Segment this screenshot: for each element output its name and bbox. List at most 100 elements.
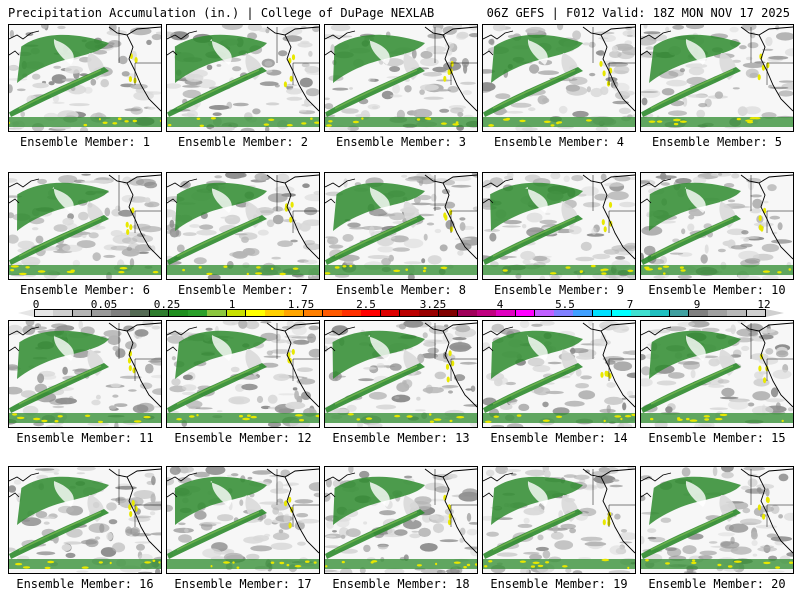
colorbar-tick-label: 7 <box>626 298 634 311</box>
colorbar-segment <box>515 309 536 317</box>
colorbar-segment <box>168 309 189 317</box>
ensemble-member-label: Ensemble Member: 14 <box>490 431 628 445</box>
ensemble-member-label: Ensemble Member: 2 <box>177 135 309 149</box>
ensemble-member-label: Ensemble Member: 17 <box>174 577 312 591</box>
colorbar-segment <box>284 309 305 317</box>
ensemble-map-panel <box>482 320 636 428</box>
ensemble-member-label: Ensemble Member: 1 <box>19 135 151 149</box>
colorbar-segment <box>746 309 767 317</box>
colorbar-segment <box>573 309 594 317</box>
colorbar-tick-label: 5.5 <box>555 298 575 311</box>
precip-map <box>9 173 161 279</box>
ensemble-map-panel <box>166 172 320 280</box>
colorbar-segment <box>188 309 208 317</box>
ensemble-member-label: Ensemble Member: 7 <box>177 283 309 297</box>
ensemble-map-panel <box>324 320 478 428</box>
ensemble-map-panel <box>640 466 794 574</box>
colorbar-segment <box>226 309 247 317</box>
colorbar-segment <box>708 309 728 317</box>
precip-map <box>167 321 319 427</box>
ensemble-member-label: Ensemble Member: 9 <box>493 283 625 297</box>
ensemble-map-panel <box>324 466 478 574</box>
colorbar-tick-label: 0 <box>32 298 40 311</box>
colorbar-segment <box>91 309 112 317</box>
colorbar-tick-label: 1.75 <box>287 298 315 311</box>
colorbar-segment <box>245 309 266 317</box>
ensemble-member-label: Ensemble Member: 11 <box>16 431 154 445</box>
header-title-left: Precipitation Accumulation (in.) | Colle… <box>8 6 435 20</box>
precip-map <box>167 467 319 573</box>
ensemble-member-label: Ensemble Member: 10 <box>648 283 786 297</box>
colorbar-tick-label: 4 <box>496 298 504 311</box>
colorbar-segment <box>534 309 555 317</box>
colorbar-segment <box>631 309 651 317</box>
ensemble-map-panel <box>8 172 162 280</box>
ensemble-member-label: Ensemble Member: 5 <box>651 135 783 149</box>
colorbar-segment <box>342 309 362 317</box>
colorbar-segment <box>361 309 382 317</box>
colorbar-segment <box>111 309 131 317</box>
colorbar-segment <box>322 309 343 317</box>
colorbar-segment <box>380 309 401 317</box>
colorbar-segment <box>419 309 439 317</box>
colorbar-segment <box>669 309 690 317</box>
ensemble-map-panel <box>640 320 794 428</box>
precip-map <box>483 321 635 427</box>
ensemble-member-label: Ensemble Member: 8 <box>335 283 467 297</box>
colorbar-tick-labels: 0 0.05 0.25 1 1.75 2.5 3.25 4 5.5 7 9 12 <box>0 298 800 311</box>
ensemble-map-panel <box>166 320 320 428</box>
ensemble-map-panel <box>482 466 636 574</box>
ensemble-map-panel <box>640 24 794 132</box>
colorbar-segment <box>727 309 748 317</box>
colorbar-segment <box>496 309 517 317</box>
ensemble-map-panel <box>482 172 636 280</box>
precip-map <box>325 173 477 279</box>
ensemble-map-panel <box>324 172 478 280</box>
ensemble-member-label: Ensemble Member: 20 <box>648 577 786 591</box>
ensemble-member-label: Ensemble Member: 15 <box>648 431 786 445</box>
colorbar-tick-label: 12 <box>757 298 771 311</box>
ensemble-map-panel <box>482 24 636 132</box>
colorbar-tick-label: 0.05 <box>90 298 118 311</box>
precip-map <box>483 467 635 573</box>
precip-map <box>641 467 793 573</box>
ensemble-map-panel <box>166 24 320 132</box>
colorbar-segment <box>149 309 170 317</box>
ensemble-member-label: Ensemble Member: 4 <box>493 135 625 149</box>
colorbar-segment <box>650 309 671 317</box>
colorbar-tick-label: 0.25 <box>153 298 181 311</box>
colorbar-segment <box>438 309 459 317</box>
precip-map <box>483 25 635 131</box>
precip-map <box>9 467 161 573</box>
precip-map <box>483 173 635 279</box>
colorbar-left-arrow <box>18 309 34 317</box>
colorbar-segment <box>130 309 151 317</box>
ensemble-member-label: Ensemble Member: 3 <box>335 135 467 149</box>
colorbar-segment <box>53 309 73 317</box>
colorbar-segment <box>554 309 574 317</box>
precip-map <box>167 173 319 279</box>
colorbar-segment <box>592 309 613 317</box>
colorbar-segment <box>611 309 632 317</box>
colorbar-right-arrow <box>766 309 784 317</box>
ensemble-map-panel <box>8 320 162 428</box>
precip-map <box>167 25 319 131</box>
ensemble-map-panel <box>8 466 162 574</box>
precip-map <box>9 321 161 427</box>
header-title-right: 06Z GEFS | F012 Valid: 18Z MON NOV 17 20… <box>486 6 790 20</box>
colorbar-segment <box>303 309 324 317</box>
colorbar-tick-label: 9 <box>693 298 701 311</box>
ensemble-member-label: Ensemble Member: 16 <box>16 577 154 591</box>
precip-map <box>325 467 477 573</box>
ensemble-map-panel <box>8 24 162 132</box>
colorbar-segment <box>265 309 285 317</box>
ensemble-member-label: Ensemble Member: 18 <box>332 577 470 591</box>
colorbar-segment <box>400 309 420 317</box>
ensemble-map-panel <box>324 24 478 132</box>
colorbar-tick-label: 3.25 <box>419 298 447 311</box>
colorbar-segment <box>34 309 54 317</box>
colorbar-segment <box>477 309 497 317</box>
precip-map <box>325 25 477 131</box>
colorbar-tick-label: 1 <box>228 298 236 311</box>
